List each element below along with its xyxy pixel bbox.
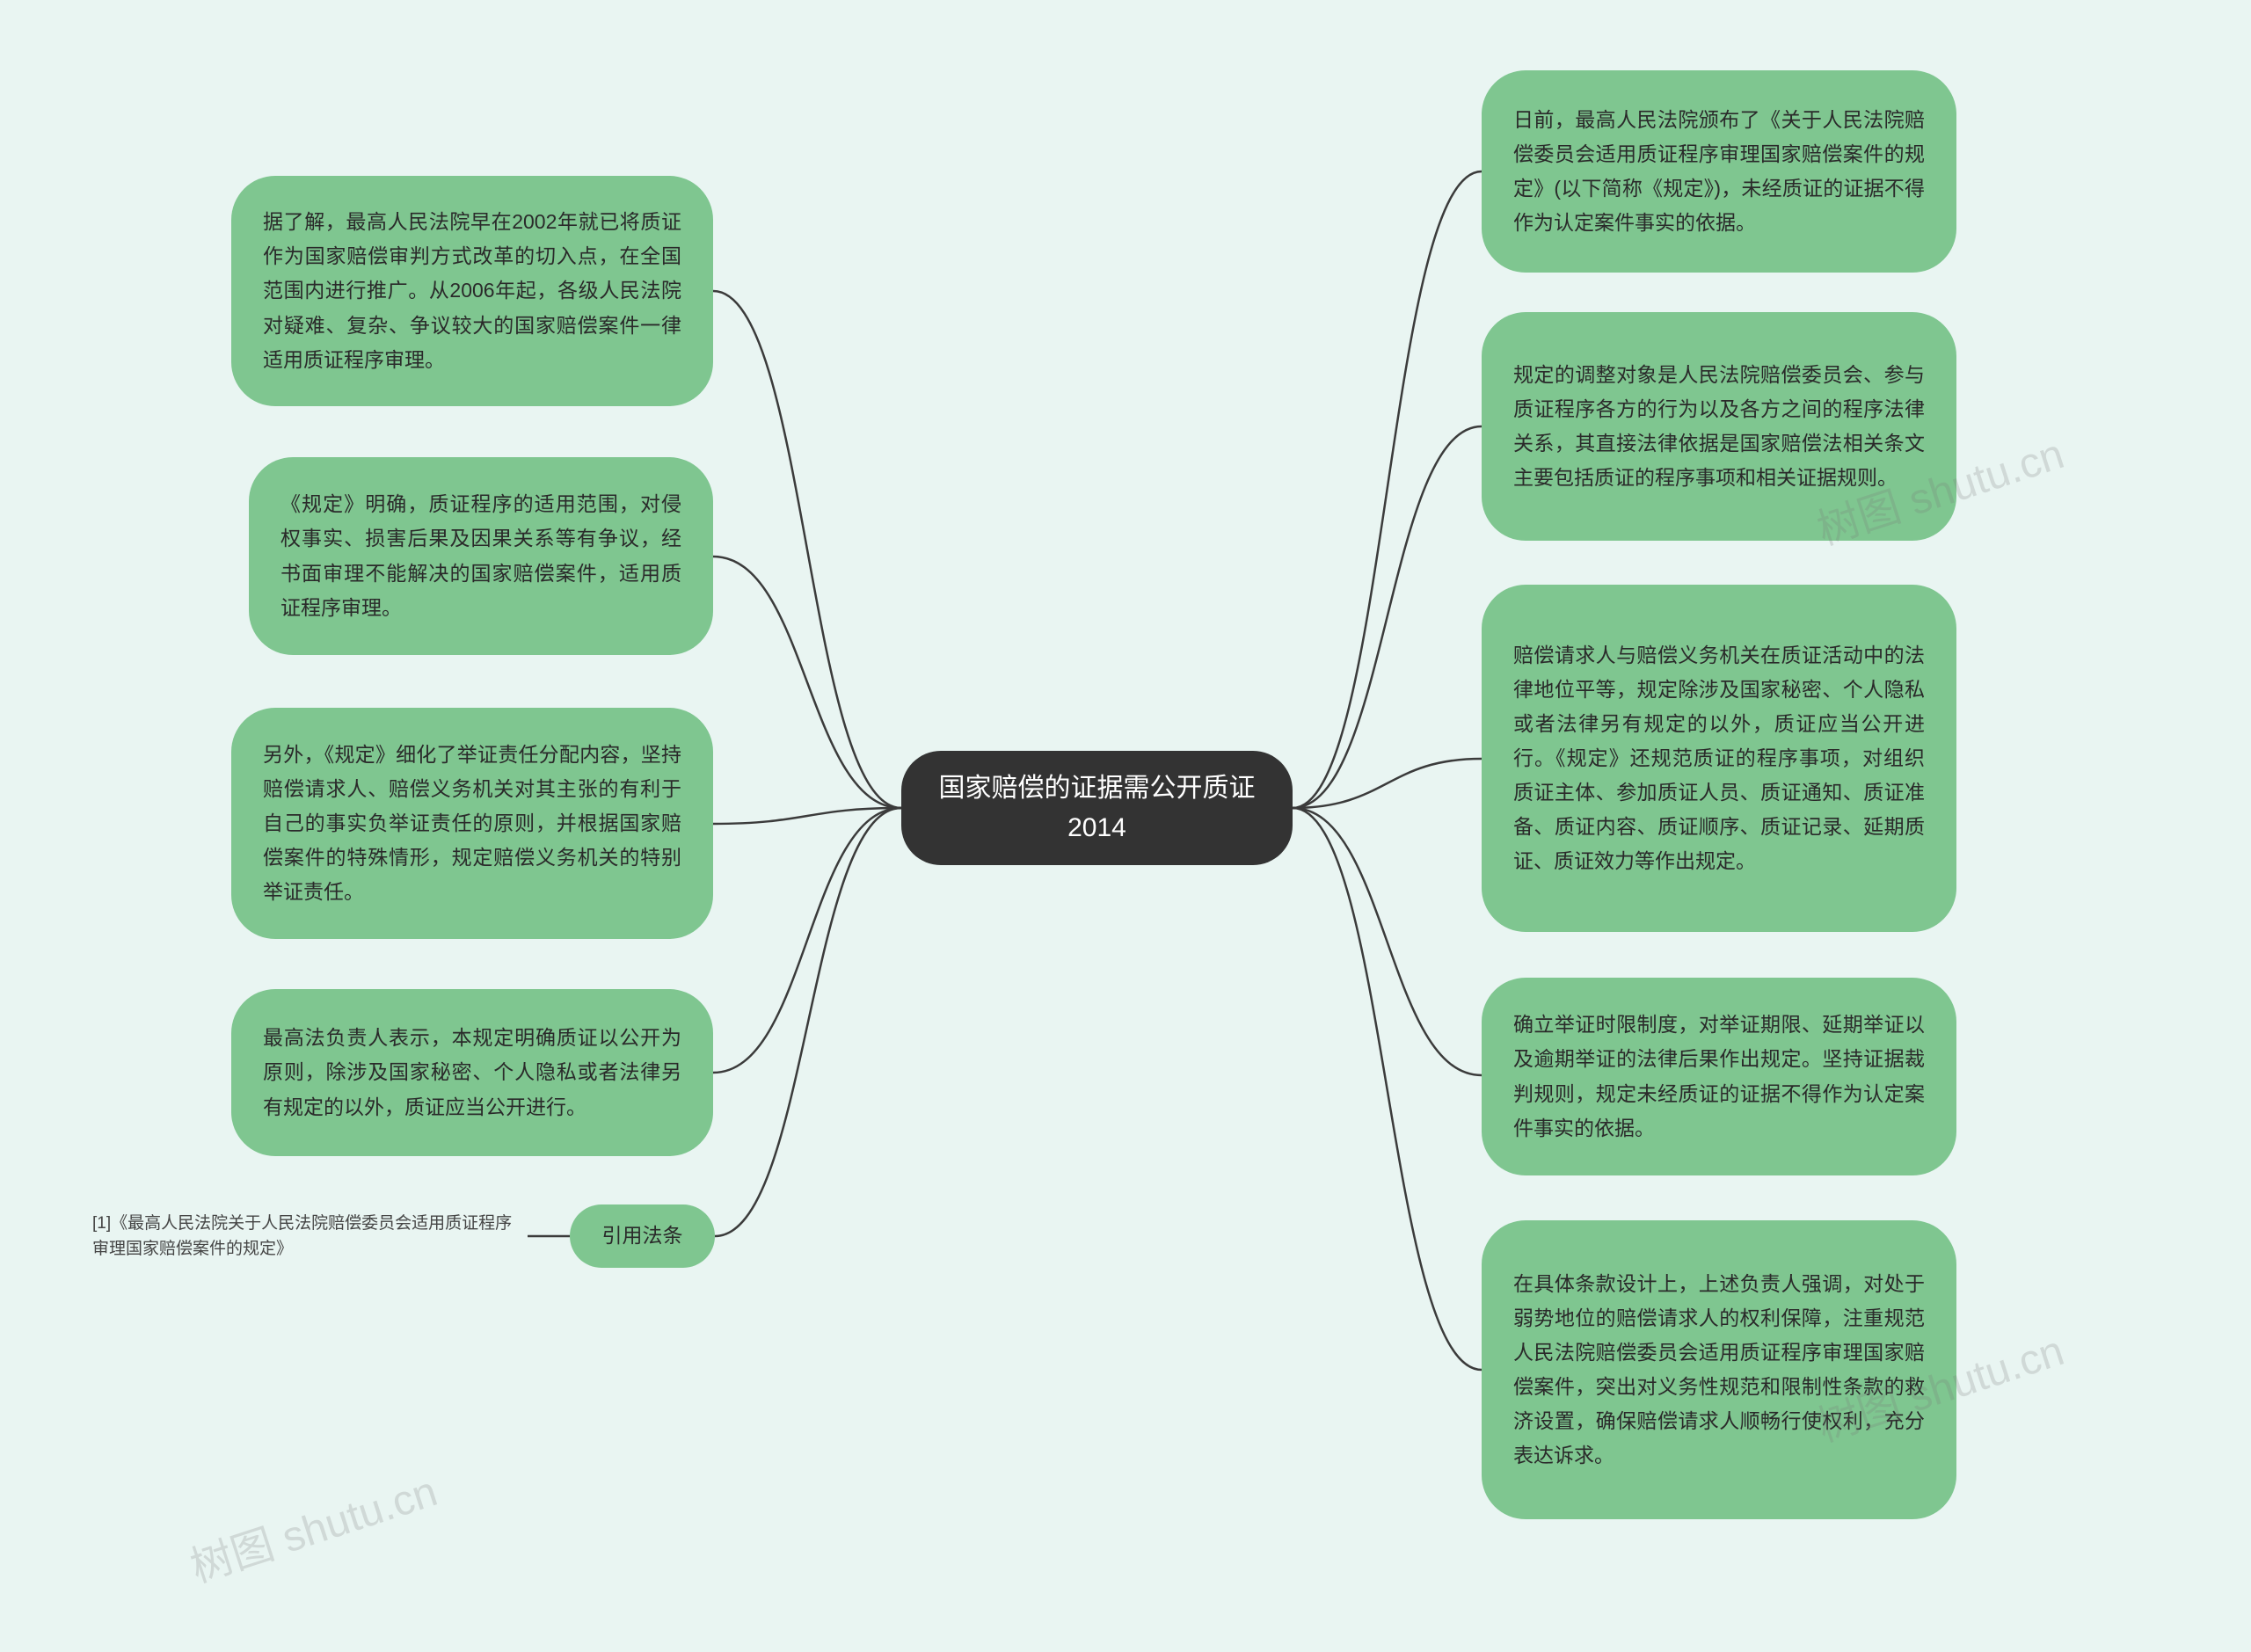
connector-line (713, 808, 901, 824)
left-node-2[interactable]: 另外，《规定》细化了举证责任分配内容，坚持赔偿请求人、赔偿义务机关对其主张的有利… (231, 708, 713, 939)
left-node-3[interactable]: 最高法负责人表示，本规定明确质证以公开为原则，除涉及国家秘密、个人隐私或者法律另… (231, 989, 713, 1156)
right-node-1[interactable]: 规定的调整对象是人民法院赔偿委员会、参与质证程序各方的行为以及各方之间的程序法律… (1482, 312, 1956, 541)
right-node-3[interactable]: 确立举证时限制度，对举证期限、延期举证以及逾期举证的法律后果作出规定。坚持证据裁… (1482, 978, 1956, 1175)
connector-line (1293, 171, 1482, 808)
right-node-0[interactable]: 日前，最高人民法院颁布了《关于人民法院赔偿委员会适用质证程序审理国家赔偿案件的规… (1482, 70, 1956, 273)
connector-line (713, 557, 901, 808)
center-node[interactable]: 国家赔偿的证据需公开质证2014 (901, 751, 1293, 865)
connector-line (1293, 808, 1482, 1370)
left-node-4-sub: [1]《最高人民法院关于人民法院赔偿委员会适用质证程序审理国家赔偿案件的规定》 (92, 1212, 528, 1262)
connector-line (713, 291, 901, 808)
watermark-0: 树图 shutu.cn (181, 1457, 443, 1594)
connector-line (1293, 808, 1482, 1075)
connector-line (1293, 426, 1482, 808)
connector-line (715, 808, 901, 1236)
left-node-1[interactable]: 《规定》明确，质证程序的适用范围，对侵权事实、损害后果及因果关系等有争议，经书面… (249, 457, 713, 655)
connector-line (713, 808, 901, 1073)
left-node-0[interactable]: 据了解，最高人民法院早在2002年就已将质证作为国家赔偿审判方式改革的切入点，在… (231, 176, 713, 406)
left-node-4[interactable]: 引用法条 (570, 1204, 715, 1268)
right-node-4[interactable]: 在具体条款设计上，上述负责人强调，对处于弱势地位的赔偿请求人的权利保障，注重规范… (1482, 1220, 1956, 1519)
mindmap-canvas: 国家赔偿的证据需公开质证2014 日前，最高人民法院颁布了《关于人民法院赔偿委员会… (0, 0, 2251, 1652)
connector-line (1293, 759, 1482, 808)
right-node-2[interactable]: 赔偿请求人与赔偿义务机关在质证活动中的法律地位平等，规定除涉及国家秘密、个人隐私… (1482, 585, 1956, 932)
